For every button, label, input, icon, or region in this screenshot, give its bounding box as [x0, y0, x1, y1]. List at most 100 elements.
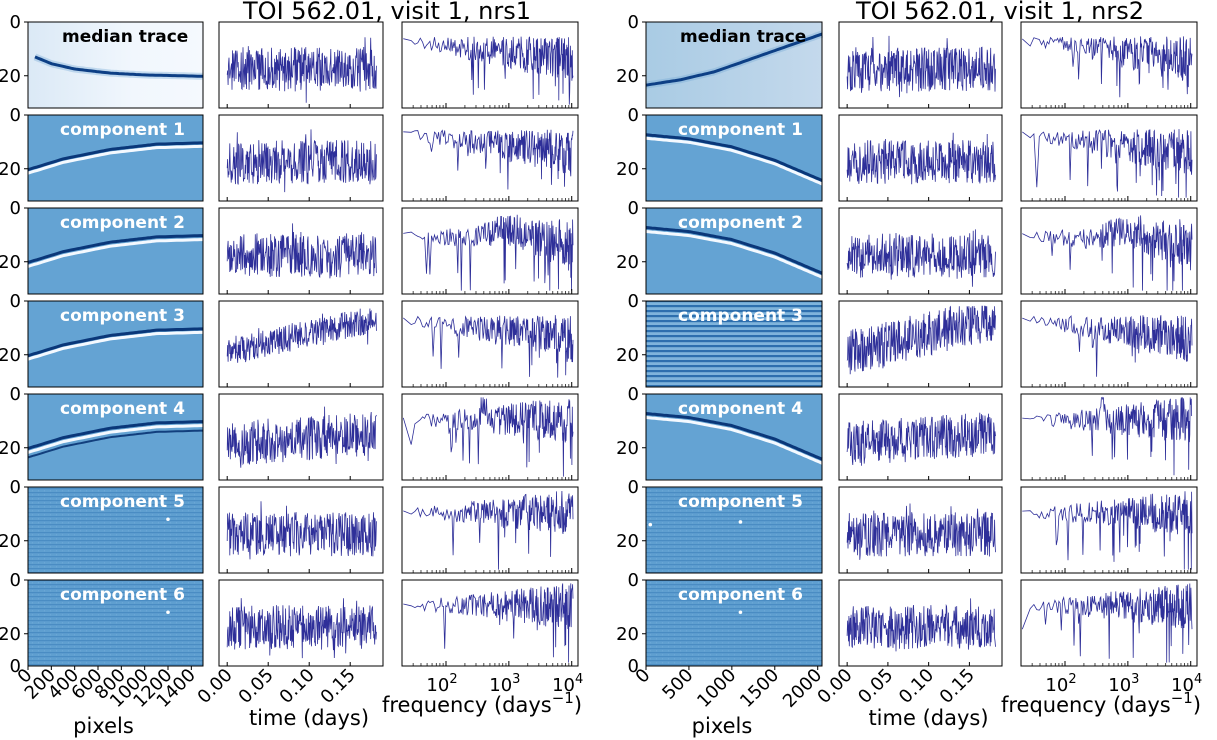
trace-positive-band — [27, 238, 203, 268]
y-tick-label: 20 — [0, 438, 21, 459]
timeseries-panel — [218, 393, 384, 481]
image-frame — [27, 486, 204, 574]
y-tick-label: 0 — [628, 291, 639, 312]
time-x-tick-label: 0.10 — [276, 665, 319, 708]
trace-image-panel: component 4 0 20 — [616, 384, 823, 481]
timeseries-panel — [838, 579, 1003, 667]
trace-negative-band — [645, 133, 823, 182]
periodogram-panel — [1020, 21, 1198, 109]
time-x-axis-label: time (days) — [868, 706, 988, 730]
component-label: component 4 — [678, 399, 803, 419]
tick-exponent: 3 — [512, 672, 520, 687]
row-median-trace: median trace 0 20 — [616, 12, 1198, 109]
tick-base: 10 — [1045, 675, 1068, 696]
periodogram-panel — [1020, 207, 1198, 295]
tick-base: 10 — [1171, 675, 1194, 696]
timeseries-panel — [218, 300, 384, 388]
label-exponent: −1 — [1171, 689, 1193, 707]
freq-x-tick-label: 104 — [1171, 672, 1202, 696]
row-component-2: component 2 0 20 — [0, 198, 579, 295]
periodogram-line — [403, 129, 574, 190]
timeseries-panel — [838, 207, 1003, 295]
periodogram-line — [402, 397, 574, 477]
periodogram-panel — [401, 486, 579, 574]
trace-image-panel: component 1 0 20 — [0, 105, 204, 202]
periodogram-panel — [401, 300, 579, 388]
y-tick-label: 20 — [616, 624, 639, 645]
hot-pixel — [648, 522, 653, 527]
periodogram-panel — [1020, 579, 1198, 667]
label-close: ) — [574, 693, 582, 717]
time-x-tick-label: 0.00 — [813, 665, 856, 708]
timeseries-panel — [838, 21, 1003, 109]
periodogram-frame — [401, 21, 579, 109]
image-frame — [645, 300, 823, 388]
y-tick-label: 20 — [616, 531, 639, 552]
periodogram-frame — [1020, 21, 1198, 109]
timeseries-line — [846, 229, 996, 287]
y-tick-label: 0 — [10, 198, 21, 219]
y-tick-label: 20 — [0, 531, 21, 552]
component-label: component 5 — [678, 492, 803, 512]
trace-image-panel: component 3 0 20 — [616, 291, 823, 388]
image-frame — [645, 579, 823, 667]
trace-image-panel: component 6 0 20 0 — [616, 570, 823, 677]
periodogram-line — [1022, 491, 1193, 570]
periodogram-frame — [401, 579, 579, 667]
periodogram-line — [403, 315, 574, 378]
periodogram-frame — [401, 393, 579, 481]
time-x-axis-label: time (days) — [249, 706, 369, 730]
row-median-trace: median trace 0 20 — [0, 12, 579, 109]
freq-x-tick-label: 102 — [1045, 672, 1076, 696]
image-x-tick-label: 500 — [658, 665, 697, 704]
y-tick-label: 0 — [10, 12, 21, 33]
component-label: component 6 — [678, 585, 803, 605]
timeseries-line — [846, 35, 996, 98]
periodogram-frame — [1020, 114, 1198, 202]
tick-base: 10 — [426, 675, 449, 696]
trace-image-panel: median trace 0 20 — [616, 12, 824, 109]
row-component-5: component 5 0 20 — [616, 477, 1198, 574]
image-background — [28, 208, 203, 294]
image-frame — [645, 486, 823, 574]
trace-positive-band — [645, 230, 823, 279]
periodogram-panel — [1020, 300, 1198, 388]
time-x-tick-label: 0.15 — [317, 665, 360, 708]
y-tick-label: 0 — [628, 198, 639, 219]
image-background — [646, 580, 822, 666]
image-background — [28, 580, 203, 666]
freq-x-tick-label: 103 — [489, 672, 520, 696]
image-x-tick-label: 0 — [632, 665, 655, 688]
periodogram-line — [1022, 396, 1193, 476]
hot-pixel — [738, 520, 743, 524]
freq-x-tick-label: 104 — [552, 672, 583, 696]
image-x-tick-label: 1000 — [693, 665, 740, 712]
trace-image-panel: component 5 0 20 — [0, 477, 204, 574]
time-x-tick-label: 0.05 — [235, 665, 278, 708]
image-frame — [27, 393, 204, 481]
timeseries-line — [226, 501, 377, 560]
y-tick-label: 20 — [0, 624, 21, 645]
figure-title: TOI 562.01, visit 1, nrs2 — [855, 0, 1144, 25]
periodogram-frame — [401, 300, 579, 388]
trace-curve — [645, 32, 823, 87]
image-frame — [27, 21, 204, 109]
image-background — [646, 487, 822, 573]
timeseries-line — [846, 305, 996, 375]
trace-negative-band — [27, 420, 203, 450]
component-label: component 5 — [60, 492, 185, 512]
label-exponent: −1 — [552, 689, 574, 707]
timeseries-line — [226, 406, 377, 468]
y-tick-label: 0 — [628, 477, 639, 498]
y-tick-label: 20 — [616, 345, 639, 366]
row-component-5: component 5 0 20 — [0, 477, 579, 574]
tick-base: 10 — [552, 675, 575, 696]
label-main: frequency (days — [1001, 693, 1171, 717]
row-component-1: component 1 0 20 — [616, 105, 1198, 202]
component-label: median trace — [680, 27, 806, 47]
timeseries-line — [846, 412, 996, 466]
y-tick-label: 20 — [616, 159, 639, 180]
trace-positive-band — [645, 416, 823, 465]
component-label: component 2 — [60, 213, 185, 233]
timeseries-line — [846, 598, 996, 652]
